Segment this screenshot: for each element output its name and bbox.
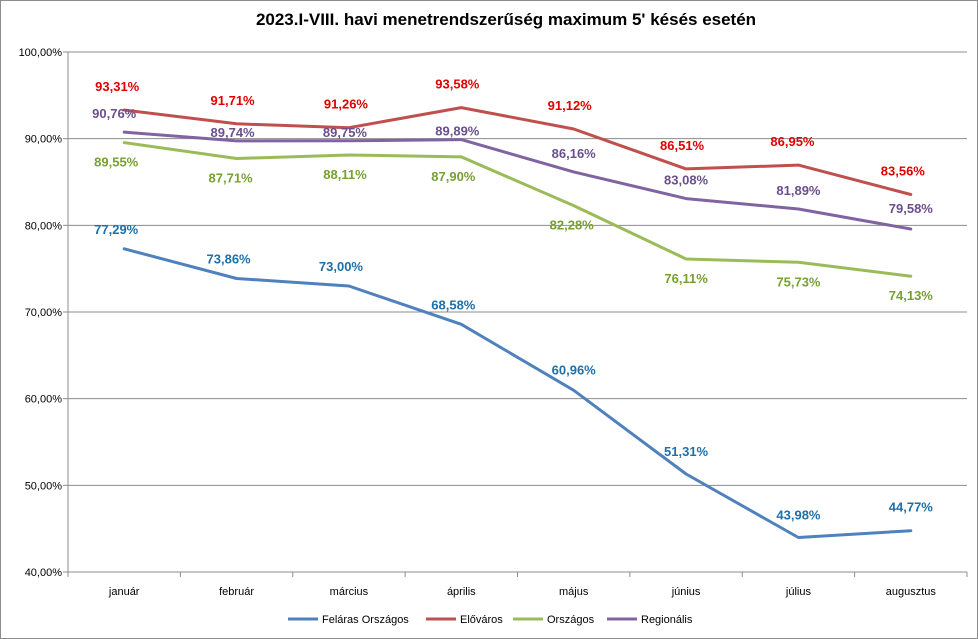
data-label: 76,11% bbox=[664, 271, 708, 286]
y-tick-label: 90,00% bbox=[25, 134, 63, 146]
data-label: 81,89% bbox=[776, 183, 821, 198]
data-label: 83,08% bbox=[664, 173, 709, 188]
y-tick-label: 80,00% bbox=[25, 220, 63, 232]
data-label: 91,12% bbox=[548, 98, 593, 113]
data-label: 86,51% bbox=[660, 138, 705, 153]
series-line bbox=[122, 247, 913, 539]
legend-entry: Országos bbox=[547, 614, 595, 626]
data-label: 51,31% bbox=[664, 444, 709, 459]
series-lines bbox=[122, 106, 913, 539]
chart-title: 2023.I-VIII. havi menetrendszerűség maxi… bbox=[256, 10, 756, 29]
data-label: 77,29% bbox=[94, 222, 139, 237]
data-label: 83,56% bbox=[881, 163, 926, 178]
x-tick-label: május bbox=[559, 586, 589, 598]
legend-entry: Feláras Országos bbox=[322, 614, 409, 626]
data-label: 93,58% bbox=[435, 77, 480, 92]
data-label: 74,13% bbox=[889, 288, 934, 303]
x-tick-label: június bbox=[671, 586, 701, 598]
data-label: 91,71% bbox=[211, 93, 256, 108]
data-label: 68,58% bbox=[431, 297, 476, 312]
data-label: 87,90% bbox=[431, 169, 476, 184]
data-label: 89,55% bbox=[94, 155, 139, 170]
data-label: 90,76% bbox=[92, 106, 137, 121]
gridlines bbox=[68, 51, 967, 573]
y-tick-label: 70,00% bbox=[25, 307, 63, 319]
data-label: 93,31% bbox=[95, 79, 140, 94]
data-label: 73,86% bbox=[207, 252, 252, 267]
series-line bbox=[122, 141, 913, 278]
x-tick-label: április bbox=[447, 586, 476, 598]
x-tick-label: augusztus bbox=[886, 586, 937, 598]
data-label: 89,75% bbox=[323, 125, 368, 140]
series-line bbox=[122, 130, 913, 231]
data-label: 89,89% bbox=[435, 124, 480, 139]
x-tick-label: február bbox=[219, 586, 254, 598]
data-label: 44,77% bbox=[889, 500, 934, 515]
series-line bbox=[122, 106, 913, 196]
axes: 40,00% 50,00% 60,00% 70,00% 80,00% 90,00% 100,… bbox=[19, 47, 968, 598]
data-label: 87,71% bbox=[209, 171, 254, 186]
data-labels: 77,29% 73,86% 73,00% 68,58% 60,96% 51,31% 43,9… bbox=[92, 77, 933, 523]
data-label: 89,74% bbox=[211, 125, 256, 140]
x-tick-label: július bbox=[785, 586, 812, 598]
legend: Feláras Országos Előváros Országos Regionál… bbox=[288, 614, 693, 626]
data-label: 43,98% bbox=[776, 508, 821, 523]
y-tick-label: 100,00% bbox=[19, 47, 63, 59]
y-tick-label: 50,00% bbox=[25, 480, 63, 492]
data-label: 75,73% bbox=[776, 274, 821, 289]
y-tick-label: 60,00% bbox=[25, 394, 63, 406]
y-tick-label: 40,00% bbox=[25, 567, 63, 579]
legend-entry: Regionális bbox=[641, 614, 693, 626]
x-tick-label: január bbox=[108, 586, 140, 598]
data-label: 88,11% bbox=[323, 167, 367, 182]
data-label: 79,58% bbox=[889, 201, 934, 216]
x-tick-label: március bbox=[330, 586, 369, 598]
data-label: 86,95% bbox=[770, 134, 815, 149]
data-label: 60,96% bbox=[552, 362, 597, 377]
data-label: 91,26% bbox=[324, 97, 369, 112]
data-label: 82,28% bbox=[550, 218, 595, 233]
data-label: 73,00% bbox=[319, 259, 364, 274]
data-label: 86,16% bbox=[552, 146, 597, 161]
legend-entry: Előváros bbox=[460, 614, 503, 626]
